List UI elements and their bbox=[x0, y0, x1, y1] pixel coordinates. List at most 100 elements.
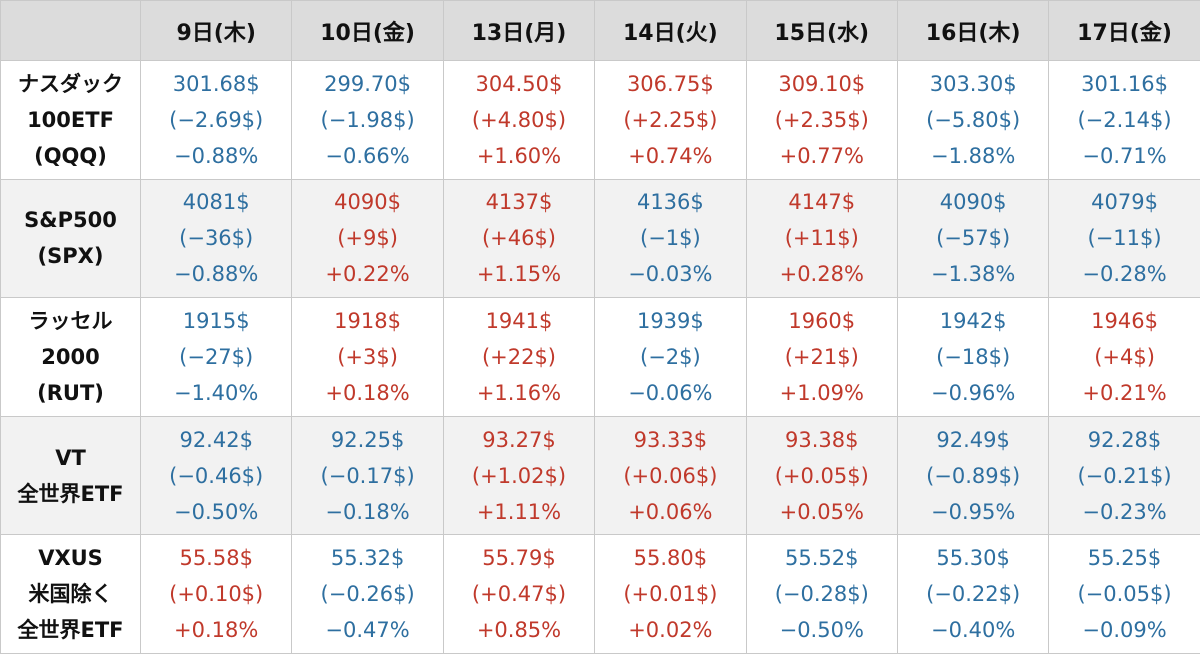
percent-change: −0.96% bbox=[898, 375, 1048, 411]
value-cell: 4079$(−11$)−0.28% bbox=[1049, 179, 1200, 298]
value-cell: 93.33$(+0.06$)+0.06% bbox=[595, 416, 746, 535]
price-value: 55.79$ bbox=[444, 540, 594, 576]
row-label-line: 全世界ETF bbox=[1, 612, 140, 648]
column-header: 13日(月) bbox=[443, 1, 594, 61]
price-value: 92.28$ bbox=[1049, 422, 1199, 458]
change-value: (+21$) bbox=[747, 339, 897, 375]
percent-change: −0.28% bbox=[1049, 256, 1199, 292]
change-value: (−18$) bbox=[898, 339, 1048, 375]
column-header: 10日(金) bbox=[292, 1, 443, 61]
value-cell: 55.25$(−0.05$)−0.09% bbox=[1049, 535, 1200, 654]
change-value: (−0.21$) bbox=[1049, 458, 1199, 494]
price-value: 301.16$ bbox=[1049, 66, 1199, 102]
percent-change: +0.02% bbox=[595, 612, 745, 648]
price-value: 93.27$ bbox=[444, 422, 594, 458]
price-value: 4090$ bbox=[898, 184, 1048, 220]
percent-change: +0.18% bbox=[141, 612, 291, 648]
price-value: 303.30$ bbox=[898, 66, 1048, 102]
percent-change: −0.18% bbox=[292, 494, 442, 530]
value-cell: 55.79$(+0.47$)+0.85% bbox=[443, 535, 594, 654]
row-label-line: (RUT) bbox=[1, 375, 140, 411]
value-cell: 1960$(+21$)+1.09% bbox=[746, 298, 897, 417]
percent-change: +1.09% bbox=[747, 375, 897, 411]
value-cell: 1946$(+4$)+0.21% bbox=[1049, 298, 1200, 417]
row-header: S&P500(SPX) bbox=[1, 179, 141, 298]
row-label-line: VT bbox=[1, 440, 140, 476]
value-cell: 303.30$(−5.80$)−1.88% bbox=[897, 61, 1048, 180]
column-header: 9日(木) bbox=[141, 1, 292, 61]
percent-change: +0.22% bbox=[292, 256, 442, 292]
change-value: (−57$) bbox=[898, 220, 1048, 256]
change-value: (+0.05$) bbox=[747, 458, 897, 494]
percent-change: −0.88% bbox=[141, 256, 291, 292]
change-value: (−2.14$) bbox=[1049, 102, 1199, 138]
percent-change: +1.11% bbox=[444, 494, 594, 530]
change-value: (−27$) bbox=[141, 339, 291, 375]
change-value: (−0.05$) bbox=[1049, 576, 1199, 612]
value-cell: 1915$(−27$)−1.40% bbox=[141, 298, 292, 417]
row-label-line: ナスダック bbox=[1, 66, 140, 102]
price-value: 55.80$ bbox=[595, 540, 745, 576]
percent-change: −1.88% bbox=[898, 138, 1048, 174]
value-cell: 55.58$(+0.10$)+0.18% bbox=[141, 535, 292, 654]
row-label-line: 2000 bbox=[1, 339, 140, 375]
percent-change: −0.95% bbox=[898, 494, 1048, 530]
row-label-line: ラッセル bbox=[1, 303, 140, 339]
price-value: 4081$ bbox=[141, 184, 291, 220]
corner-cell bbox=[1, 1, 141, 61]
change-value: (−0.46$) bbox=[141, 458, 291, 494]
price-value: 1946$ bbox=[1049, 303, 1199, 339]
change-value: (−0.89$) bbox=[898, 458, 1048, 494]
percent-change: +0.74% bbox=[595, 138, 745, 174]
change-value: (−5.80$) bbox=[898, 102, 1048, 138]
percent-change: +0.77% bbox=[747, 138, 897, 174]
price-value: 301.68$ bbox=[141, 66, 291, 102]
price-value: 92.49$ bbox=[898, 422, 1048, 458]
percent-change: −0.71% bbox=[1049, 138, 1199, 174]
value-cell: 55.32$(−0.26$)−0.47% bbox=[292, 535, 443, 654]
percent-change: −0.06% bbox=[595, 375, 745, 411]
percent-change: +0.05% bbox=[747, 494, 897, 530]
value-cell: 4137$(+46$)+1.15% bbox=[443, 179, 594, 298]
price-value: 55.25$ bbox=[1049, 540, 1199, 576]
header-row: 9日(木) 10日(金) 13日(月) 14日(火) 15日(水) 16日(木)… bbox=[1, 1, 1200, 61]
price-value: 4147$ bbox=[747, 184, 897, 220]
percent-change: +0.85% bbox=[444, 612, 594, 648]
change-value: (+22$) bbox=[444, 339, 594, 375]
value-cell: 1918$(+3$)+0.18% bbox=[292, 298, 443, 417]
value-cell: 301.68$(−2.69$)−0.88% bbox=[141, 61, 292, 180]
change-value: (+11$) bbox=[747, 220, 897, 256]
row-label-line: (QQQ) bbox=[1, 138, 140, 174]
price-value: 1939$ bbox=[595, 303, 745, 339]
change-value: (+2.25$) bbox=[595, 102, 745, 138]
change-value: (+46$) bbox=[444, 220, 594, 256]
change-value: (+0.01$) bbox=[595, 576, 745, 612]
percent-change: −1.38% bbox=[898, 256, 1048, 292]
price-value: 306.75$ bbox=[595, 66, 745, 102]
value-cell: 299.70$(−1.98$)−0.66% bbox=[292, 61, 443, 180]
value-cell: 55.30$(−0.22$)−0.40% bbox=[897, 535, 1048, 654]
change-value: (+4.80$) bbox=[444, 102, 594, 138]
price-value: 92.25$ bbox=[292, 422, 442, 458]
change-value: (−0.28$) bbox=[747, 576, 897, 612]
percent-change: +0.21% bbox=[1049, 375, 1199, 411]
price-value: 1942$ bbox=[898, 303, 1048, 339]
price-value: 55.32$ bbox=[292, 540, 442, 576]
value-cell: 4090$(+9$)+0.22% bbox=[292, 179, 443, 298]
change-value: (−0.22$) bbox=[898, 576, 1048, 612]
percent-change: −0.88% bbox=[141, 138, 291, 174]
change-value: (−2$) bbox=[595, 339, 745, 375]
change-value: (+1.02$) bbox=[444, 458, 594, 494]
row-label-line: 全世界ETF bbox=[1, 476, 140, 512]
price-value: 309.10$ bbox=[747, 66, 897, 102]
row-label-line: S&P500 bbox=[1, 202, 140, 238]
value-cell: 4081$(−36$)−0.88% bbox=[141, 179, 292, 298]
change-value: (−0.17$) bbox=[292, 458, 442, 494]
price-value: 55.52$ bbox=[747, 540, 897, 576]
value-cell: 4090$(−57$)−1.38% bbox=[897, 179, 1048, 298]
